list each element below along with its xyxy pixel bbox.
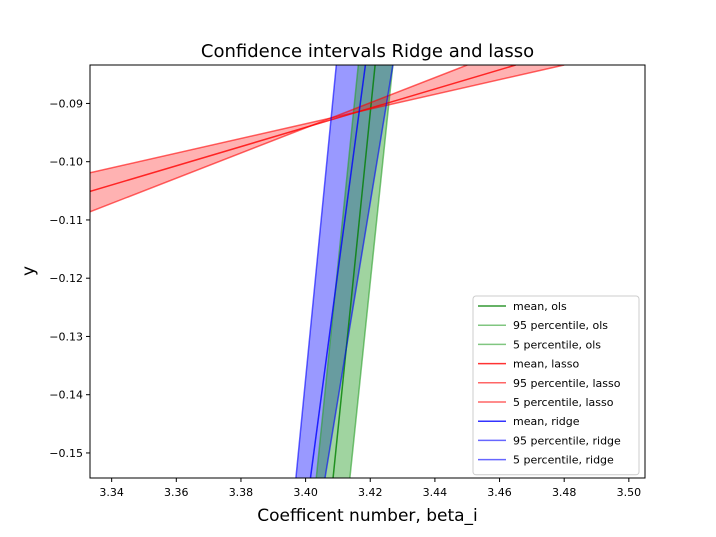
series-line-mean-ols xyxy=(332,65,376,478)
legend: mean, ols 95 percentile, ols 5 percentile,… xyxy=(472,295,640,476)
lines-layer xyxy=(90,65,565,478)
y-tick-label: −0.12 xyxy=(49,272,83,285)
x-axis: 3.34 3.36 3.38 3.40 3.42 3.44 3.46 3.48 3.50 xyxy=(99,478,641,499)
legend-label-95-percentile-ols: 95 percentile, ols xyxy=(513,319,608,332)
series-line-mean-ridge xyxy=(309,65,367,478)
legend-label-95-percentile-ridge: 95 percentile, ridge xyxy=(513,434,621,447)
plot-frame xyxy=(89,64,646,479)
y-tick-label: −0.15 xyxy=(49,447,83,460)
y-tick-label: −0.13 xyxy=(49,330,83,343)
chart-title: Confidence intervals Ridge and lasso xyxy=(201,41,534,62)
legend-label-5-percentile-ols: 5 percentile, ols xyxy=(513,338,601,351)
legend-box xyxy=(472,295,640,476)
legend-label-mean-ols: mean, ols xyxy=(513,300,567,313)
x-tick-label: 3.36 xyxy=(164,486,189,499)
legend-label-mean-lasso: mean, lasso xyxy=(513,358,579,371)
y-tick-label: −0.14 xyxy=(49,389,83,402)
legend-label-5-percentile-ridge: 5 percentile, ridge xyxy=(513,454,614,467)
legend-label-5-percentile-lasso: 5 percentile, lasso xyxy=(513,396,614,409)
y-tick-label: −0.11 xyxy=(49,214,83,227)
x-tick-label: 3.42 xyxy=(358,486,383,499)
series-line-95-percentile-ols xyxy=(349,65,394,478)
x-axis-label: Coefficent number, beta_i xyxy=(257,506,478,526)
y-axis-label: y xyxy=(19,266,39,276)
legend-label-mean-ridge: mean, ridge xyxy=(513,415,580,428)
x-tick-label: 3.38 xyxy=(229,486,254,499)
y-axis: −0.15 −0.14 −0.13 −0.12 −0.11 −0.10 −0.09 xyxy=(49,97,90,460)
x-tick-label: 3.46 xyxy=(487,486,512,499)
ridge-band xyxy=(295,65,393,478)
series-line-5-percentile-ridge xyxy=(295,65,338,478)
x-tick-label: 3.40 xyxy=(293,486,318,499)
y-tick-label: −0.10 xyxy=(49,156,83,169)
x-tick-label: 3.34 xyxy=(99,486,124,499)
series-line-5-percentile-lasso xyxy=(90,65,468,213)
x-tick-label: 3.50 xyxy=(617,486,642,499)
legend-label-95-percentile-lasso: 95 percentile, lasso xyxy=(513,377,621,390)
y-tick-label: −0.09 xyxy=(49,97,83,110)
x-tick-label: 3.44 xyxy=(423,486,448,499)
series-line-95-percentile-ridge xyxy=(324,65,394,478)
x-tick-label: 3.48 xyxy=(552,486,577,499)
